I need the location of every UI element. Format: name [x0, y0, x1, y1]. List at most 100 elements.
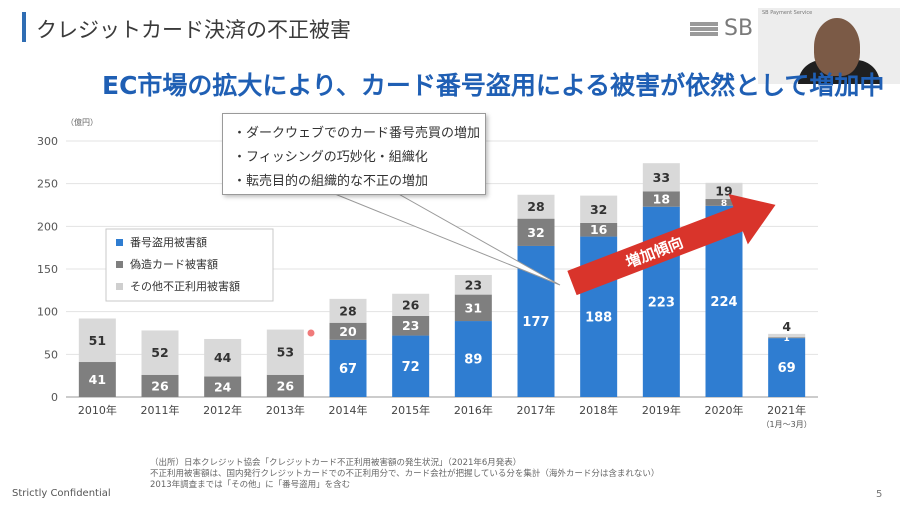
x-tick-label: 2015年 [391, 403, 430, 417]
data-label: 41 [89, 372, 106, 387]
data-label: 44 [214, 350, 232, 365]
data-label: 26 [402, 297, 420, 312]
x-tick-label: 2011年 [141, 403, 180, 417]
data-label: 224 [710, 295, 737, 310]
data-label: 52 [151, 345, 168, 360]
legend-label: 偽造カード被害額 [130, 257, 218, 271]
data-label: 177 [522, 315, 549, 330]
logo-bars-icon [690, 22, 718, 36]
y-tick-label: 0 [51, 391, 58, 404]
legend-label: その他不正利用被害額 [130, 279, 240, 293]
x-tick-label: 2019年 [642, 403, 681, 417]
bar-segment [266, 329, 304, 375]
data-label: 32 [527, 225, 544, 240]
slide-title: クレジットカード決済の不正被害 [36, 18, 351, 42]
bar-segment [580, 222, 618, 237]
presenter-avatar [814, 18, 860, 76]
bar-segment [204, 376, 242, 397]
bar-segment [392, 293, 430, 316]
bar-segment [768, 337, 806, 339]
data-label: 4 [782, 319, 791, 334]
data-label: 18 [653, 192, 670, 207]
y-tick-label: 100 [37, 306, 58, 319]
x-tick-label: 2018年 [579, 403, 618, 417]
y-tick-label: 200 [37, 220, 58, 233]
data-label: 51 [89, 333, 106, 348]
bar-segment [768, 338, 806, 397]
y-tick-label: 150 [37, 263, 58, 276]
y-unit-label: （億円） [66, 117, 98, 127]
x-tick-label: 2020年 [705, 403, 744, 417]
x-tick-label: 2021年 [767, 403, 806, 417]
legend-label: 番号盗用被害額 [130, 235, 207, 249]
data-label: 67 [339, 362, 357, 377]
data-label: 19 [715, 183, 732, 198]
bar-segment [329, 322, 367, 340]
data-label: 72 [402, 360, 420, 375]
y-tick-label: 50 [44, 348, 58, 361]
pointer-dot [306, 328, 316, 338]
y-tick-label: 300 [37, 135, 58, 148]
bar-segment [768, 333, 806, 338]
data-label: 23 [465, 277, 482, 292]
bar-segment [266, 374, 304, 397]
x-tick-label: 2017年 [517, 403, 556, 417]
x-tick-label: 2013年 [266, 403, 305, 417]
bar-segment [141, 374, 179, 397]
callout-line-2: ・フィッシングの巧妙化・組織化 [233, 150, 428, 165]
callout-box: ・ダークウェブでのカード番号売買の増加 ・フィッシングの巧妙化・組織化 ・転売目… [222, 113, 486, 195]
bar-segment [642, 191, 680, 207]
legend-swatch [116, 261, 123, 268]
bar-segment [454, 321, 492, 397]
x-tick-label: 2010年 [78, 403, 117, 417]
data-label: 28 [339, 303, 356, 318]
bar-segment [392, 335, 430, 397]
x-category-note: （1月〜3月） [762, 420, 812, 429]
data-label: 28 [527, 199, 544, 214]
data-label: 1 [784, 334, 790, 344]
source-line-3: 2013年調査までは「その他」に「番号盗用」を含む [150, 480, 351, 490]
bar-segment [78, 318, 116, 363]
data-label: 53 [277, 345, 294, 360]
bar-segment [329, 298, 367, 323]
footer-confidential: Strictly Confidential [12, 488, 111, 499]
y-tick-label: 250 [37, 178, 58, 191]
x-tick-label: 2014年 [329, 403, 368, 417]
data-label: 26 [151, 378, 169, 393]
bar-segment [705, 199, 743, 206]
source-note: （出所）日本クレジット協会「クレジットカード不正利用被害額の発生状況」（2021… [150, 458, 659, 491]
callout-line-3: ・転売目的の組織的な不正の増加 [233, 174, 429, 189]
data-label: 23 [402, 318, 419, 333]
legend-swatch [116, 239, 123, 246]
bar-segment [454, 274, 492, 295]
data-label: 89 [464, 353, 482, 368]
bar-segment [517, 194, 555, 219]
legend-box [105, 228, 274, 302]
bar-segment [141, 330, 179, 375]
data-label: 69 [778, 361, 796, 376]
webcam-label: SB Payment Service [762, 10, 813, 16]
data-label: 31 [465, 300, 482, 315]
bar-segment [517, 218, 555, 246]
bar-segment [642, 163, 680, 192]
data-label: 20 [339, 324, 357, 339]
bar-segment [392, 315, 430, 336]
bar-segment [78, 362, 116, 397]
data-label: 24 [214, 379, 232, 394]
data-label: 223 [648, 295, 675, 310]
webcam-overlay: SB Payment Service [758, 8, 900, 84]
legend-swatch [116, 283, 123, 290]
data-label: 8 [721, 199, 727, 209]
data-label: 188 [585, 310, 612, 325]
data-label: 32 [590, 202, 607, 217]
slide-headline: EC市場の拡大により、カード番号盗用による被害が依然として増加中 [102, 71, 885, 100]
x-tick-label: 2016年 [454, 403, 493, 417]
bar-segment [705, 182, 743, 200]
x-tick-label: 2012年 [203, 403, 242, 417]
bar-segment [329, 339, 367, 397]
data-label: 26 [277, 378, 295, 393]
source-line-2: 不正利用被害額は、国内発行クレジットカードでの不正利用分で、カード会社が把握して… [150, 469, 660, 479]
bar-segment [204, 338, 242, 377]
bar-segment [580, 195, 618, 223]
